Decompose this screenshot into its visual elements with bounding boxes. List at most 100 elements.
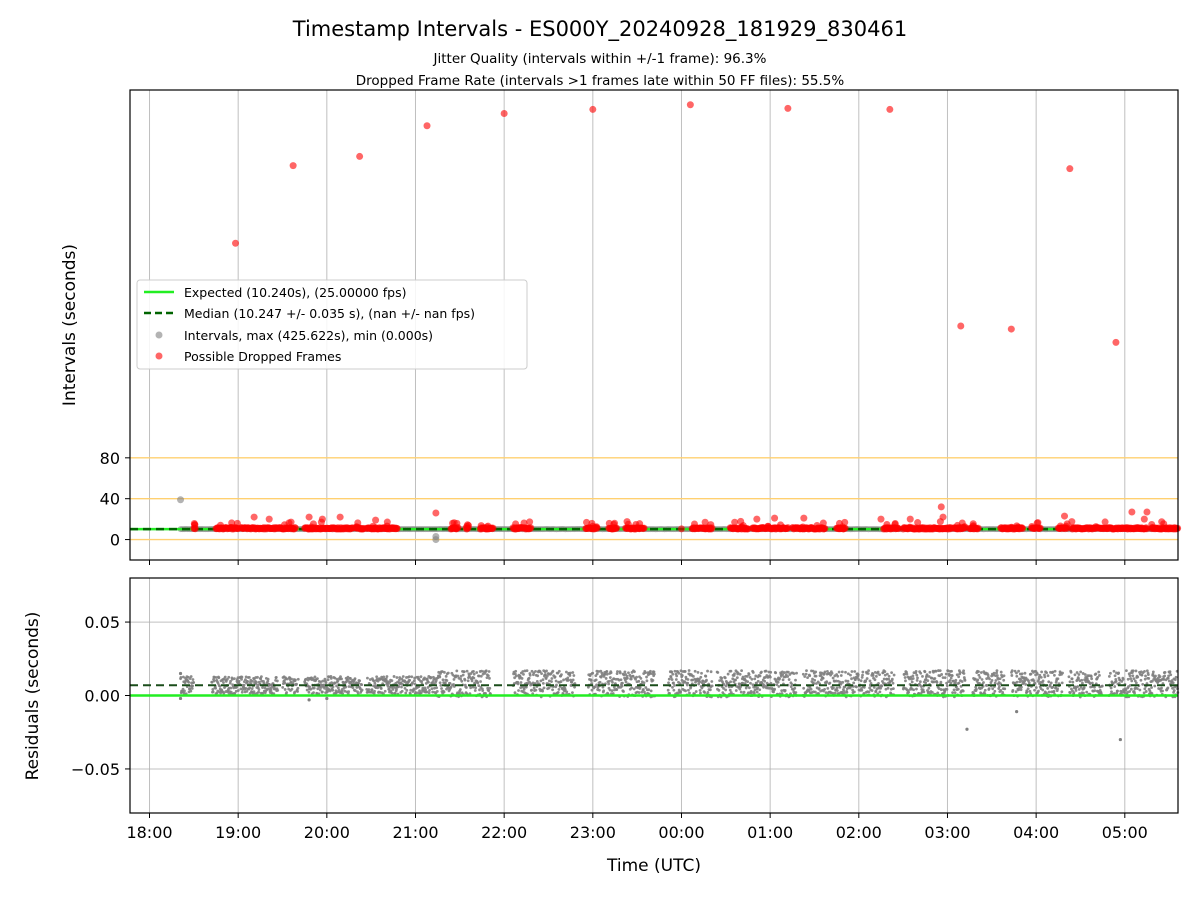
residual-point xyxy=(1046,674,1050,678)
residual-point xyxy=(776,680,780,684)
residual-point xyxy=(703,691,707,694)
residual-point xyxy=(183,681,187,685)
dropped-frame-point xyxy=(1068,518,1076,526)
residual-point xyxy=(441,678,445,682)
residual-point xyxy=(235,685,238,689)
dropped-frame-point xyxy=(483,523,491,531)
residual-point xyxy=(911,677,915,680)
residual-point xyxy=(528,673,532,677)
residual-point xyxy=(852,690,856,694)
residual-point xyxy=(1134,669,1138,673)
residual-point xyxy=(802,686,806,690)
residual-point xyxy=(762,685,765,689)
residual-point xyxy=(1037,677,1041,681)
residual-point xyxy=(293,690,297,694)
residual-point xyxy=(1076,685,1080,688)
dropped-frame-point xyxy=(821,524,829,532)
residual-point xyxy=(386,680,390,683)
residual-point xyxy=(1109,686,1113,690)
residual-point xyxy=(456,674,460,678)
residual-point xyxy=(837,670,841,674)
residual-point xyxy=(891,687,895,690)
residual-point xyxy=(565,670,568,674)
residual-point xyxy=(669,675,673,679)
residual-point xyxy=(557,669,561,673)
residual-point xyxy=(1081,672,1085,675)
residual-point xyxy=(241,688,245,691)
residual-point xyxy=(597,688,601,692)
residual-point xyxy=(266,687,269,691)
residual-point xyxy=(809,687,813,691)
residual-point xyxy=(911,674,915,678)
residual-point xyxy=(861,670,865,674)
residual-point xyxy=(722,683,726,686)
residual-point xyxy=(525,669,529,673)
residual-point xyxy=(1029,692,1033,695)
residual-point xyxy=(989,681,993,684)
residual-point xyxy=(1041,688,1045,692)
residual-point xyxy=(487,670,491,673)
dropped-frame-point xyxy=(500,110,508,117)
residual-outlier-point xyxy=(307,698,311,702)
residual-point xyxy=(792,672,796,676)
residual-point xyxy=(826,686,830,690)
residual-point xyxy=(814,670,818,674)
residual-point xyxy=(459,677,463,681)
residual-point xyxy=(430,687,434,691)
residual-point xyxy=(931,691,934,694)
residual-point xyxy=(1026,687,1030,691)
dropped-frame-point xyxy=(191,521,199,529)
residual-point xyxy=(385,675,389,678)
residual-point xyxy=(349,676,352,680)
residual-point xyxy=(1017,669,1020,673)
residual-point xyxy=(255,680,258,684)
residual-point xyxy=(1073,673,1077,677)
residual-point xyxy=(733,672,736,676)
residual-point xyxy=(191,678,195,681)
intervals-y-axis-label: Intervals (seconds) xyxy=(60,244,80,406)
residual-point xyxy=(726,672,730,676)
residual-point xyxy=(982,681,985,684)
residual-point xyxy=(823,688,826,691)
residual-point xyxy=(1082,691,1085,695)
residual-point xyxy=(1072,691,1076,695)
residual-point xyxy=(560,673,563,677)
residual-point xyxy=(210,680,214,684)
residual-point xyxy=(700,671,703,675)
residual-point xyxy=(724,684,728,688)
residual-point xyxy=(410,675,414,679)
residual-point xyxy=(571,691,574,695)
residual-point xyxy=(1046,687,1050,690)
dropped-frame-point xyxy=(583,518,591,526)
residual-point xyxy=(794,691,798,694)
residual-point xyxy=(755,690,759,694)
residual-point xyxy=(1139,678,1143,682)
dropped-frame-point xyxy=(891,520,899,528)
residual-point xyxy=(240,675,244,679)
dropped-frame-point xyxy=(957,322,965,330)
residual-point xyxy=(1113,685,1117,688)
residual-point xyxy=(481,689,485,693)
residual-point xyxy=(1144,674,1147,678)
residual-point xyxy=(568,674,572,677)
residual-point xyxy=(602,675,606,678)
residual-point xyxy=(523,669,527,673)
residual-point xyxy=(513,676,517,680)
residual-point xyxy=(885,672,889,676)
residual-point xyxy=(1079,685,1083,689)
dropped-frame-point xyxy=(477,522,485,530)
residual-point xyxy=(257,688,261,691)
residual-point xyxy=(312,686,316,690)
dropped-frame-point xyxy=(914,519,922,527)
residual-point xyxy=(541,681,545,685)
residual-outlier-point xyxy=(178,696,183,701)
residual-point xyxy=(534,688,538,692)
residual-point xyxy=(455,669,459,673)
residual-point xyxy=(954,678,958,682)
residual-point xyxy=(261,691,265,695)
residual-point xyxy=(237,679,241,683)
residual-point xyxy=(524,685,528,689)
residual-point xyxy=(616,670,619,673)
residual-point xyxy=(783,671,786,674)
dropped-frame-point xyxy=(512,520,520,528)
